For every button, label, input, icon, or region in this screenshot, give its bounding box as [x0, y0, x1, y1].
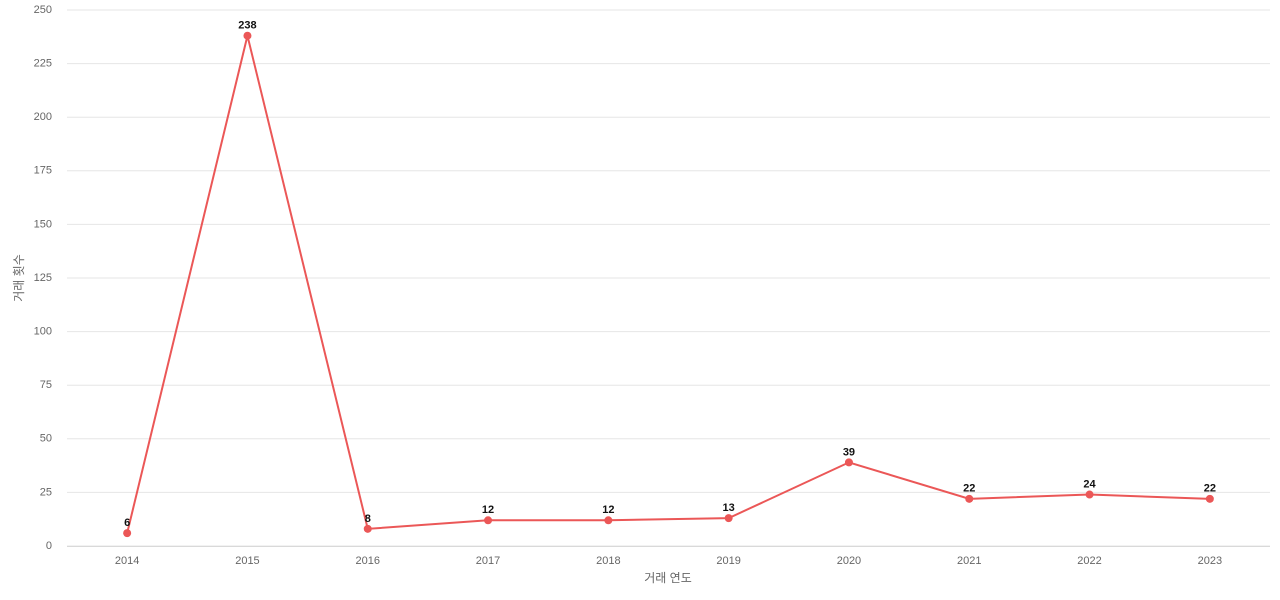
y-tick-label: 100 — [34, 326, 52, 338]
x-tick-label: 2016 — [356, 555, 380, 567]
y-tick-label: 125 — [34, 272, 52, 284]
x-tick-label: 2017 — [476, 555, 500, 567]
data-label: 6 — [124, 517, 130, 529]
point — [1205, 494, 1214, 503]
y-tick-label: 150 — [34, 218, 52, 230]
y-tick-label: 50 — [40, 433, 52, 445]
data-label: 13 — [723, 502, 735, 514]
point — [844, 458, 853, 467]
data-label: 39 — [843, 446, 855, 458]
point — [965, 494, 974, 503]
point — [724, 514, 733, 523]
data-label: 12 — [602, 504, 614, 516]
point — [484, 516, 493, 525]
x-tick-label: 2014 — [115, 555, 139, 567]
y-tick-label: 0 — [46, 540, 52, 552]
y-tick-label: 200 — [34, 111, 52, 123]
y-axis-title: 거래 횟수 — [12, 254, 26, 302]
x-tick-label: 2020 — [837, 555, 861, 567]
x-tick-label: 2018 — [596, 555, 620, 567]
y-tick-label: 250 — [34, 4, 52, 16]
data-label: 238 — [238, 20, 256, 32]
x-tick-label: 2023 — [1198, 555, 1222, 567]
point — [1085, 490, 1094, 499]
y-tick-label: 75 — [40, 379, 52, 391]
y-tick-label: 25 — [40, 486, 52, 498]
point — [243, 31, 252, 40]
line — [126, 35, 1210, 534]
x-tick-label: 2019 — [716, 555, 740, 567]
x-axis-title: 거래 연도 — [644, 571, 692, 585]
data-label: 8 — [365, 513, 371, 525]
y-tick-label: 175 — [34, 165, 52, 177]
x-tick-label: 2022 — [1077, 555, 1101, 567]
x-tick-label: 2015 — [235, 555, 259, 567]
data-label: 24 — [1083, 478, 1096, 490]
data-label: 22 — [1204, 483, 1216, 495]
data-label: 12 — [482, 504, 494, 516]
point — [363, 524, 372, 533]
data-label: 22 — [963, 483, 975, 495]
point — [604, 516, 613, 525]
point — [123, 529, 132, 538]
y-tick-label: 225 — [34, 58, 52, 70]
x-tick-label: 2021 — [957, 555, 981, 567]
